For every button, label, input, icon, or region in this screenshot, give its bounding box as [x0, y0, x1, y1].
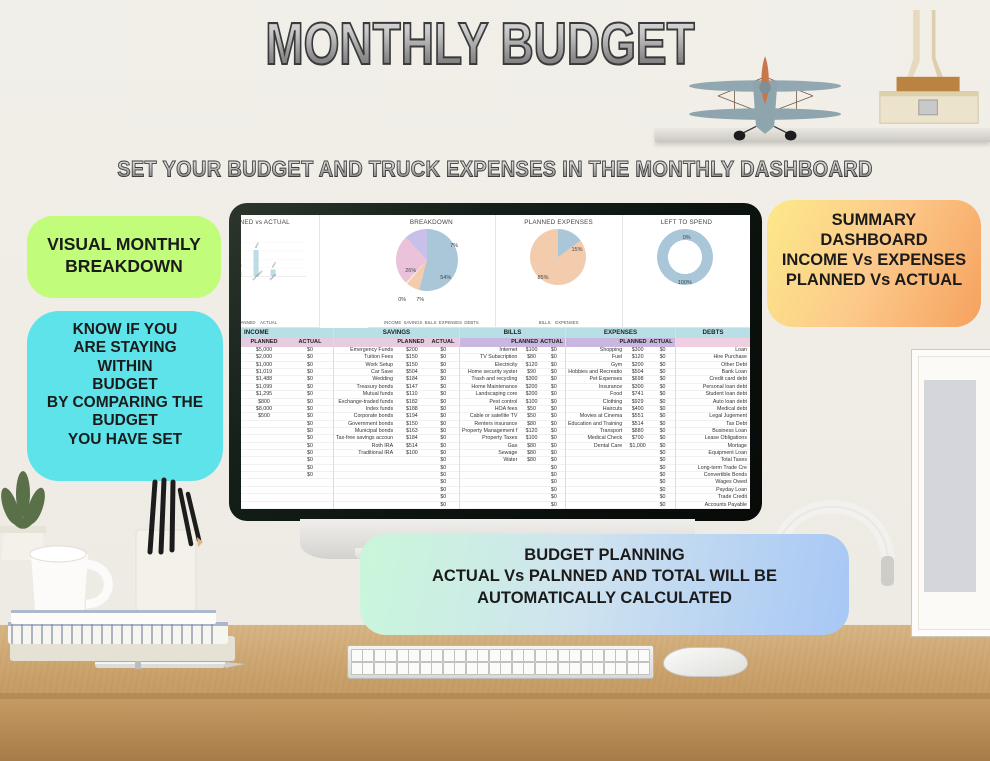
svg-text:$1625: $1625 [272, 261, 277, 268]
svg-text:$1015: $1015 [241, 264, 243, 271]
svg-text:DEBTS: DEBTS [269, 273, 277, 281]
svg-text:$4097: $4097 [255, 242, 260, 249]
